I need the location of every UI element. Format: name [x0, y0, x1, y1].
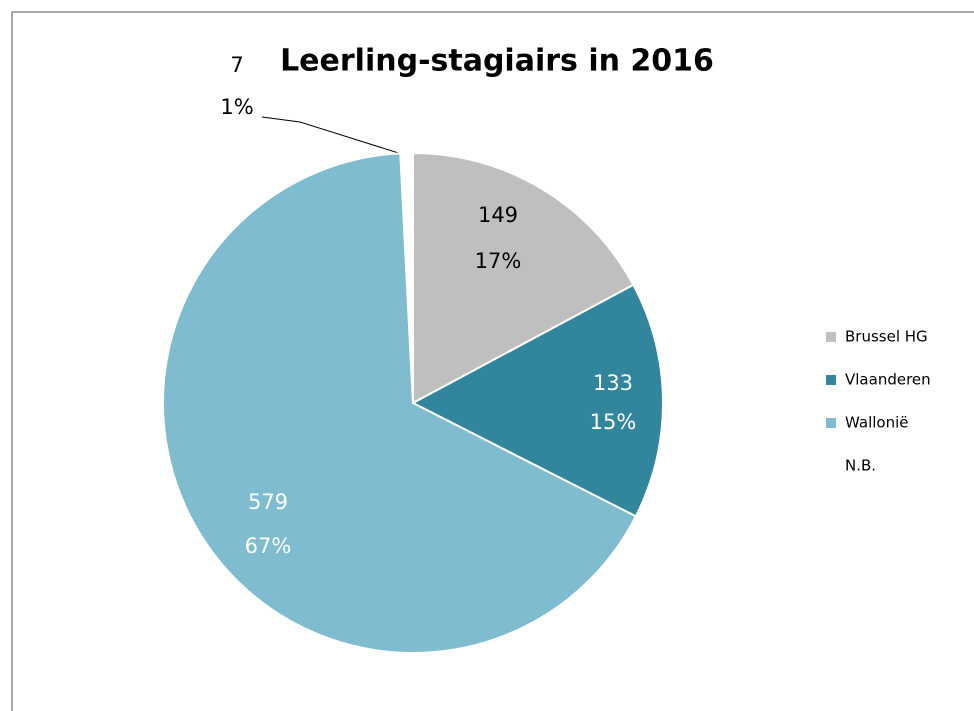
- value-label: 7: [230, 53, 243, 77]
- chart-title: Leerling-stagiairs in 2016: [280, 44, 714, 79]
- value-label: 579: [248, 490, 288, 514]
- value-label: 149: [478, 203, 518, 227]
- pie-slice: [162, 152, 638, 654]
- legend-swatch: [826, 418, 836, 428]
- legend-label: Wallonië: [845, 414, 908, 432]
- legend-swatch: [826, 332, 836, 342]
- legend-label: N.B.: [845, 457, 876, 475]
- leader-line: [261, 116, 409, 157]
- percent-label: 1%: [220, 95, 253, 119]
- legend-swatch: [826, 375, 836, 385]
- percent-label: 67%: [245, 534, 292, 558]
- legend-label: Brussel HG: [845, 328, 928, 346]
- legend-label: Vlaanderen: [845, 371, 931, 389]
- percent-label: 15%: [590, 410, 637, 434]
- legend-swatch: [826, 461, 836, 471]
- percent-label: 17%: [475, 249, 522, 273]
- pie-slice: [412, 151, 635, 405]
- value-label: 133: [593, 371, 633, 395]
- pie-slice: [399, 151, 414, 404]
- pie-slice: [410, 283, 664, 518]
